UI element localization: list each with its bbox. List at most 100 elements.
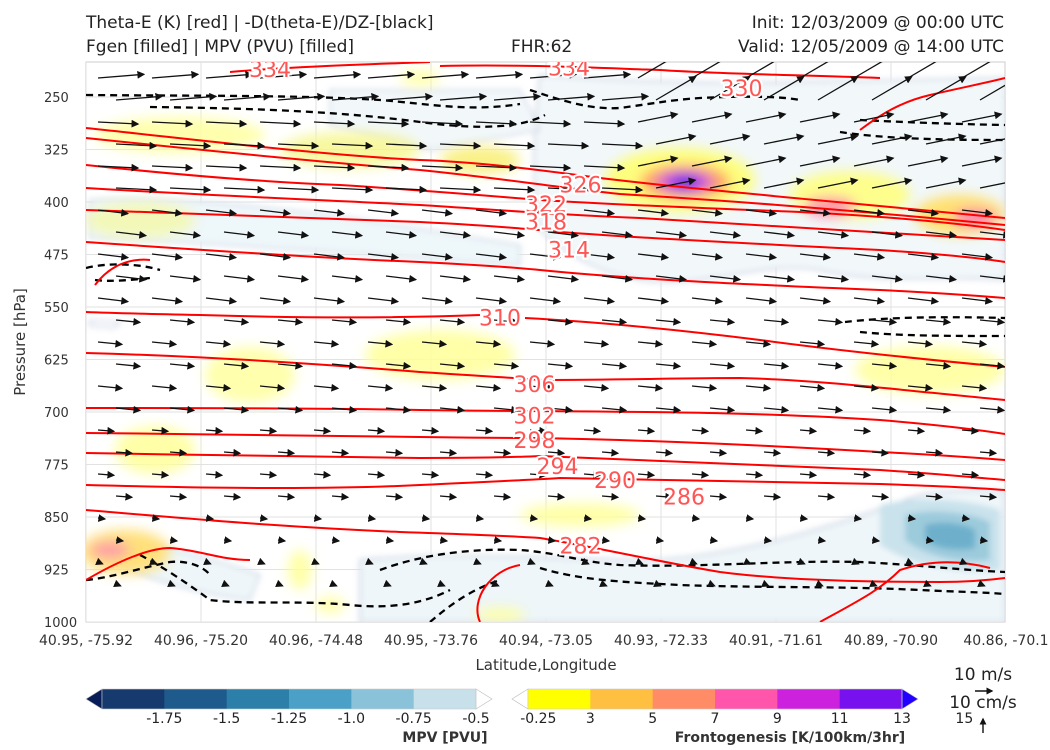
wind-vector <box>259 70 308 79</box>
wind-vector <box>439 536 449 544</box>
wind-vector <box>655 361 682 370</box>
wind-vector <box>763 133 805 145</box>
wind-vector <box>205 296 238 305</box>
wind-vector <box>583 163 626 172</box>
colorbar-segment <box>226 689 290 709</box>
wind-vector <box>961 208 994 217</box>
wind-vector <box>97 296 130 305</box>
wind-vector <box>655 177 697 189</box>
y-tick-label: 850 <box>44 511 69 526</box>
wind-vector <box>691 111 733 123</box>
wind-vector <box>799 470 818 479</box>
wind-vector <box>421 296 454 305</box>
wind-vector <box>745 383 772 392</box>
wind-vector <box>491 579 500 588</box>
wind-vector <box>475 470 494 479</box>
wind-vector <box>709 361 736 370</box>
wind-vector <box>475 339 502 348</box>
wind-vector <box>205 163 248 172</box>
wind-vector <box>169 536 179 544</box>
wind-vector <box>169 230 202 239</box>
wind-vector <box>583 514 593 522</box>
wind-vector <box>799 208 832 217</box>
wind-vector <box>907 296 940 305</box>
wind-vector <box>313 70 362 79</box>
wind-vector <box>259 208 292 217</box>
mpv-colorbar-label: MPV [PVU] <box>402 730 487 746</box>
wind-vector <box>385 141 428 150</box>
wind-vector <box>907 470 926 479</box>
wind-vector <box>331 448 350 457</box>
wind-vector <box>797 557 806 566</box>
wind-vector <box>385 405 412 414</box>
wind-vector <box>691 470 710 479</box>
wind-vector <box>473 557 482 566</box>
y-tick-label: 400 <box>44 196 69 211</box>
wind-vector <box>979 492 998 501</box>
wind-vector <box>977 579 986 588</box>
wind-vector <box>907 252 940 261</box>
wind-vector <box>421 119 464 128</box>
wind-vector <box>709 536 719 544</box>
wind-vector <box>439 230 472 239</box>
wind-vector <box>583 70 632 79</box>
wind-vector <box>979 274 1005 283</box>
x-axis-label: Latitude,Longitude <box>475 656 616 674</box>
wind-vector <box>367 119 410 128</box>
colorbar-segment <box>413 689 477 709</box>
wind-vector <box>421 339 448 348</box>
wind-vector <box>367 296 400 305</box>
mpv-fill <box>89 74 1005 622</box>
wind-vector <box>223 141 266 150</box>
wind-vector <box>205 208 238 217</box>
wind-vector <box>601 141 644 150</box>
wind-vector <box>547 492 566 501</box>
theta-e-label: 302 <box>514 405 556 430</box>
x-axis-ticks: 40.95, -75.92 40.96, -75.20 40.96, -74.48 4… <box>39 633 1049 649</box>
wind-vector <box>97 208 130 217</box>
wind-vector <box>709 405 736 414</box>
wind-vector <box>475 514 485 522</box>
wind-vector <box>529 252 562 261</box>
wind-vector <box>203 557 212 566</box>
wind-vector <box>221 579 230 588</box>
wind-vector <box>223 185 266 194</box>
wind-vector <box>961 62 991 79</box>
wind-vector <box>601 92 650 101</box>
wind-vector <box>367 163 410 172</box>
theta-e-label: 314 <box>548 239 590 264</box>
wind-vector <box>529 119 572 128</box>
wind-vector <box>547 230 580 239</box>
wind-vector <box>97 470 116 479</box>
wind-vector <box>691 208 724 217</box>
wind-vector <box>601 536 611 544</box>
wind-vector <box>925 76 967 101</box>
wind-vector <box>799 383 826 392</box>
wind-vector <box>169 185 212 194</box>
wind-vector <box>313 383 340 392</box>
y-tick-label: 1000 <box>44 616 77 631</box>
wind-vector <box>493 448 512 457</box>
wind-vector <box>961 339 988 348</box>
wind-vector <box>637 111 679 123</box>
wind-vector <box>475 208 508 217</box>
wind-vector <box>709 76 751 101</box>
wind-vector <box>169 92 218 101</box>
wind-vector <box>817 177 859 189</box>
wind-vector <box>115 405 142 414</box>
wind-vector <box>635 557 644 566</box>
wind-vector <box>961 426 980 435</box>
colorbar-segment <box>164 689 228 709</box>
wind-vector <box>817 448 836 457</box>
wind-vector <box>95 557 104 566</box>
wind-vector <box>277 492 296 501</box>
theta-e-label: 286 <box>663 486 705 511</box>
wind-vector <box>851 557 860 566</box>
wind-vector <box>655 405 682 414</box>
wind-vector <box>817 405 844 414</box>
vector-key-horizontal: 10 m/s <box>954 665 1012 685</box>
wind-vector <box>959 557 968 566</box>
wind-vector <box>529 70 578 79</box>
colorbar-tick-label: -0.75 <box>396 711 432 727</box>
wind-vector <box>745 208 778 217</box>
